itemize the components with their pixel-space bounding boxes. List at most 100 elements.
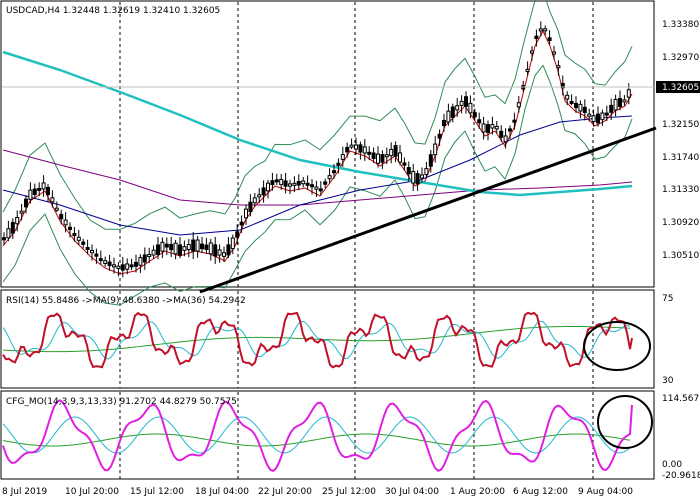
- time-axis-label: 25 Jul 12:00: [322, 487, 376, 497]
- candle-body: [142, 254, 147, 263]
- candle-body: [160, 241, 165, 252]
- candle-body: [587, 113, 592, 117]
- rsi-axis-label: 75: [662, 294, 673, 304]
- candle-body: [164, 243, 169, 248]
- candle-body: [107, 261, 112, 267]
- candle-body: [252, 197, 257, 204]
- candle-body: [10, 221, 15, 234]
- candle-body: [244, 208, 248, 219]
- candle-body: [472, 112, 477, 118]
- candle-body: [50, 197, 55, 203]
- ma-blue: [2, 115, 633, 236]
- current-price-value: 1.32605: [662, 83, 699, 93]
- candle-body: [173, 242, 178, 255]
- candle-body: [389, 148, 394, 157]
- candle-body: [591, 115, 596, 123]
- current-price-box: [656, 81, 700, 93]
- candle-body: [384, 154, 389, 158]
- ma-cyan: [2, 50, 633, 197]
- candle-body: [345, 146, 350, 153]
- candle-body: [239, 221, 244, 226]
- time-axis-label: 1 Aug 20:00: [450, 487, 505, 497]
- candle-body: [226, 244, 231, 256]
- candle-body: [182, 246, 187, 251]
- candle-body: [151, 249, 156, 256]
- candle-body: [398, 152, 402, 163]
- candle-body: [98, 258, 103, 262]
- candle-body: [230, 237, 235, 250]
- moving-averages-and-bands: [2, 0, 633, 306]
- candle-body: [512, 119, 517, 123]
- candle-body: [340, 154, 345, 160]
- candle-body: [15, 216, 20, 225]
- candle-body: [204, 244, 209, 251]
- candle-body: [336, 162, 341, 166]
- candle-body: [327, 175, 332, 180]
- candle-body: [618, 97, 622, 108]
- candle-body: [318, 188, 323, 192]
- candle-body: [569, 100, 574, 104]
- candle-body: [248, 201, 253, 213]
- candle-body: [486, 124, 490, 133]
- candle-body: [538, 28, 543, 32]
- candle-body: [213, 244, 218, 257]
- candle-body: [235, 231, 240, 238]
- candle-body: [582, 106, 587, 113]
- candle-body: [59, 213, 64, 220]
- candle-body: [530, 50, 534, 54]
- circle-rsi-end: [583, 321, 651, 371]
- rsi-indicator: [2, 311, 633, 369]
- candle-body: [464, 96, 468, 107]
- candle-body: [406, 167, 411, 175]
- price-axis-label: 1.30920: [662, 218, 699, 228]
- candle-body: [19, 210, 24, 214]
- cfg-mo-indicator: [2, 399, 633, 473]
- candle-body: [305, 182, 310, 186]
- candle-body: [442, 119, 446, 127]
- candle-body: [54, 207, 59, 211]
- time-axis-label: 8 Jul 2019: [2, 487, 47, 497]
- candle-body: [32, 188, 37, 196]
- candle-body: [560, 82, 565, 89]
- candle-body: [270, 180, 275, 186]
- candle-body: [477, 119, 482, 124]
- candle-body: [156, 244, 160, 255]
- candle-body: [274, 179, 279, 183]
- candle-body: [349, 144, 354, 148]
- candle-body: [217, 249, 222, 256]
- candle-body: [596, 113, 600, 124]
- candle-body: [41, 182, 46, 190]
- price-axis-label: 1.33380: [662, 20, 699, 30]
- candle-body: [85, 247, 90, 251]
- time-axis: 8 Jul 2019 10 Jul 20:00 15 Jul 12:00 18 …: [2, 487, 633, 497]
- candle-body: [411, 171, 416, 184]
- time-axis-label: 10 Jul 20:00: [65, 487, 119, 497]
- support-trendline[interactable]: [199, 126, 657, 294]
- candle-body: [195, 239, 200, 252]
- candle-body: [266, 182, 270, 192]
- time-axis-label: 30 Jul 04:00: [385, 487, 439, 497]
- candle-body: [63, 219, 68, 226]
- candle-body: [301, 180, 306, 185]
- candle-body: [323, 181, 328, 185]
- candle-body: [125, 263, 130, 270]
- candle-body: [296, 180, 301, 186]
- candle-body: [103, 260, 108, 264]
- candle-body: [490, 124, 495, 129]
- candle-body: [116, 265, 121, 269]
- candle-body: [222, 252, 226, 257]
- candle-body: [622, 99, 627, 103]
- candle-body: [565, 94, 570, 100]
- candle-body: [283, 180, 288, 187]
- price-axis-label: 1.30510: [662, 251, 699, 261]
- candle-body: [81, 241, 86, 245]
- candle-body: [2, 237, 6, 241]
- time-axis-label: 18 Jul 04:00: [195, 487, 249, 497]
- candle-body: [433, 143, 438, 156]
- price-axis-label: 1.32150: [662, 120, 699, 130]
- candle-body: [604, 112, 609, 116]
- candle-body: [28, 189, 33, 200]
- price-axis-label: 1.31330: [662, 185, 699, 195]
- candle-body: [494, 126, 499, 130]
